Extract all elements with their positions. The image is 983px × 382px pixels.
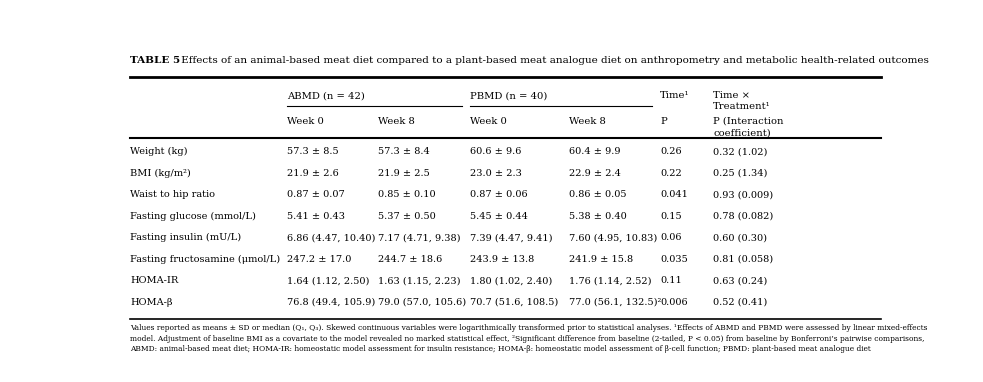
Text: Weight (kg): Weight (kg)	[131, 147, 188, 157]
Text: 1.64 (1.12, 2.50): 1.64 (1.12, 2.50)	[287, 276, 369, 285]
Text: 23.0 ± 2.3: 23.0 ± 2.3	[470, 169, 521, 178]
Text: 5.37 ± 0.50: 5.37 ± 0.50	[378, 212, 435, 221]
Text: 70.7 (51.6, 108.5): 70.7 (51.6, 108.5)	[470, 298, 557, 307]
Text: 21.9 ± 2.5: 21.9 ± 2.5	[378, 169, 430, 178]
Text: P (Interaction
coefficient): P (Interaction coefficient)	[714, 117, 783, 137]
Text: 1.80 (1.02, 2.40): 1.80 (1.02, 2.40)	[470, 276, 551, 285]
Text: 0.035: 0.035	[660, 255, 688, 264]
Text: 5.38 ± 0.40: 5.38 ± 0.40	[568, 212, 626, 221]
Text: 79.0 (57.0, 105.6): 79.0 (57.0, 105.6)	[378, 298, 466, 307]
Text: 7.17 (4.71, 9.38): 7.17 (4.71, 9.38)	[378, 233, 461, 242]
Text: Fasting glucose (mmol/L): Fasting glucose (mmol/L)	[131, 212, 257, 221]
Text: 0.60 (0.30): 0.60 (0.30)	[714, 233, 768, 242]
Text: Week 0: Week 0	[470, 117, 506, 126]
Text: HOMA-β: HOMA-β	[131, 298, 173, 307]
Text: 0.78 (0.082): 0.78 (0.082)	[714, 212, 774, 221]
Text: 7.60 (4.95, 10.83): 7.60 (4.95, 10.83)	[568, 233, 657, 242]
Text: Waist to hip ratio: Waist to hip ratio	[131, 190, 215, 199]
Text: 76.8 (49.4, 105.9): 76.8 (49.4, 105.9)	[287, 298, 375, 307]
Text: 0.15: 0.15	[660, 212, 681, 221]
Text: 244.7 ± 18.6: 244.7 ± 18.6	[378, 255, 442, 264]
Text: 0.06: 0.06	[660, 233, 681, 242]
Text: 5.41 ± 0.43: 5.41 ± 0.43	[287, 212, 345, 221]
Text: 0.81 (0.058): 0.81 (0.058)	[714, 255, 774, 264]
Text: 0.006: 0.006	[660, 298, 687, 307]
Text: 0.32 (1.02): 0.32 (1.02)	[714, 147, 768, 156]
Text: HOMA-IR: HOMA-IR	[131, 276, 179, 285]
Text: 243.9 ± 13.8: 243.9 ± 13.8	[470, 255, 534, 264]
Text: Week 0: Week 0	[287, 117, 323, 126]
Text: P: P	[660, 117, 666, 126]
Text: 21.9 ± 2.6: 21.9 ± 2.6	[287, 169, 338, 178]
Text: 5.45 ± 0.44: 5.45 ± 0.44	[470, 212, 528, 221]
Text: 0.52 (0.41): 0.52 (0.41)	[714, 298, 768, 307]
Text: Week 8: Week 8	[378, 117, 415, 126]
Text: Values reported as means ± SD or median (Q₁, Q₃). Skewed continuous variables we: Values reported as means ± SD or median …	[131, 324, 928, 353]
Text: PBMD (n = 40): PBMD (n = 40)	[470, 91, 547, 100]
Text: 0.22: 0.22	[660, 169, 682, 178]
Text: 60.6 ± 9.6: 60.6 ± 9.6	[470, 147, 521, 156]
Text: Fasting fructosamine (μmol/L): Fasting fructosamine (μmol/L)	[131, 255, 280, 264]
Text: 57.3 ± 8.4: 57.3 ± 8.4	[378, 147, 430, 156]
Text: Week 8: Week 8	[568, 117, 606, 126]
Text: 247.2 ± 17.0: 247.2 ± 17.0	[287, 255, 351, 264]
Text: 0.93 (0.009): 0.93 (0.009)	[714, 190, 774, 199]
Text: Time ×
Treatment¹: Time × Treatment¹	[714, 91, 771, 111]
Text: 0.26: 0.26	[660, 147, 681, 156]
Text: 77.0 (56.1, 132.5)²: 77.0 (56.1, 132.5)²	[568, 298, 661, 307]
Text: Time¹: Time¹	[660, 91, 689, 100]
Text: 0.041: 0.041	[660, 190, 688, 199]
Text: 0.11: 0.11	[660, 276, 682, 285]
Text: 0.25 (1.34): 0.25 (1.34)	[714, 169, 768, 178]
Text: 1.76 (1.14, 2.52): 1.76 (1.14, 2.52)	[568, 276, 651, 285]
Text: 1.63 (1.15, 2.23): 1.63 (1.15, 2.23)	[378, 276, 461, 285]
Text: 22.9 ± 2.4: 22.9 ± 2.4	[568, 169, 620, 178]
Text: Fasting insulin (mU/L): Fasting insulin (mU/L)	[131, 233, 242, 242]
Text: 6.86 (4.47, 10.40): 6.86 (4.47, 10.40)	[287, 233, 376, 242]
Text: 0.85 ± 0.10: 0.85 ± 0.10	[378, 190, 435, 199]
Text: BMI (kg/m²): BMI (kg/m²)	[131, 169, 192, 178]
Text: 0.63 (0.24): 0.63 (0.24)	[714, 276, 768, 285]
Text: 0.86 ± 0.05: 0.86 ± 0.05	[568, 190, 626, 199]
Text: ABMD (n = 42): ABMD (n = 42)	[287, 91, 365, 100]
Text: Effects of an animal-based meat diet compared to a plant-based meat analogue die: Effects of an animal-based meat diet com…	[178, 56, 929, 65]
Text: 0.87 ± 0.07: 0.87 ± 0.07	[287, 190, 344, 199]
Text: TABLE 5: TABLE 5	[131, 56, 181, 65]
Text: 0.87 ± 0.06: 0.87 ± 0.06	[470, 190, 527, 199]
Text: 7.39 (4.47, 9.41): 7.39 (4.47, 9.41)	[470, 233, 552, 242]
Text: 57.3 ± 8.5: 57.3 ± 8.5	[287, 147, 338, 156]
Text: 60.4 ± 9.9: 60.4 ± 9.9	[568, 147, 620, 156]
Text: 241.9 ± 15.8: 241.9 ± 15.8	[568, 255, 633, 264]
